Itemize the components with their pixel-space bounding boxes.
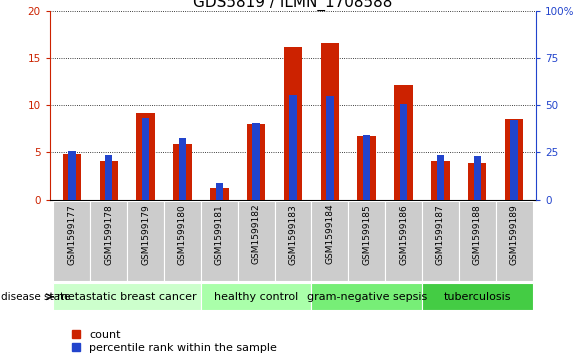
Bar bbox=[127, 201, 164, 281]
Bar bbox=[53, 283, 201, 310]
Bar bbox=[137, 113, 155, 200]
Text: GSM1599186: GSM1599186 bbox=[399, 204, 408, 265]
Bar bbox=[289, 95, 297, 200]
Text: GSM1599189: GSM1599189 bbox=[510, 204, 519, 265]
Bar bbox=[510, 121, 518, 200]
Bar bbox=[63, 154, 81, 200]
Bar bbox=[459, 201, 496, 281]
Bar bbox=[400, 104, 407, 200]
Bar bbox=[253, 123, 260, 200]
Text: disease state: disease state bbox=[1, 292, 70, 302]
Bar bbox=[90, 201, 127, 281]
Text: metastatic breast cancer: metastatic breast cancer bbox=[57, 292, 197, 302]
Bar bbox=[210, 188, 229, 200]
Bar bbox=[422, 201, 459, 281]
Bar bbox=[348, 201, 385, 281]
Bar bbox=[437, 155, 444, 200]
Bar bbox=[247, 124, 265, 200]
Text: GSM1599183: GSM1599183 bbox=[288, 204, 298, 265]
Bar bbox=[275, 201, 311, 281]
Bar bbox=[216, 183, 223, 200]
Text: tuberculosis: tuberculosis bbox=[444, 292, 511, 302]
Text: GSM1599187: GSM1599187 bbox=[436, 204, 445, 265]
Text: healthy control: healthy control bbox=[214, 292, 298, 302]
Text: GSM1599182: GSM1599182 bbox=[251, 204, 261, 265]
Bar bbox=[142, 118, 149, 200]
Bar bbox=[201, 283, 311, 310]
Bar bbox=[422, 283, 533, 310]
Text: GSM1599185: GSM1599185 bbox=[362, 204, 371, 265]
Text: GSM1599178: GSM1599178 bbox=[104, 204, 113, 265]
Bar bbox=[311, 283, 422, 310]
Bar bbox=[179, 138, 186, 200]
Bar bbox=[326, 96, 333, 200]
Bar bbox=[311, 201, 348, 281]
Bar bbox=[385, 201, 422, 281]
Bar bbox=[468, 163, 486, 200]
Text: GSM1599180: GSM1599180 bbox=[178, 204, 187, 265]
Bar bbox=[505, 119, 523, 200]
Text: gram-negative sepsis: gram-negative sepsis bbox=[306, 292, 427, 302]
Bar bbox=[238, 201, 275, 281]
Bar bbox=[431, 161, 449, 200]
Text: GSM1599179: GSM1599179 bbox=[141, 204, 150, 265]
Bar bbox=[100, 161, 118, 200]
Text: GSM1599184: GSM1599184 bbox=[325, 204, 335, 265]
Bar bbox=[201, 201, 238, 281]
Text: GSM1599177: GSM1599177 bbox=[67, 204, 76, 265]
Bar bbox=[363, 135, 370, 200]
Bar bbox=[394, 85, 413, 200]
Bar bbox=[53, 201, 90, 281]
Bar bbox=[496, 201, 533, 281]
Text: GSM1599181: GSM1599181 bbox=[215, 204, 224, 265]
Bar bbox=[68, 151, 76, 200]
Bar bbox=[321, 43, 339, 200]
Legend: count, percentile rank within the sample: count, percentile rank within the sample bbox=[67, 325, 282, 358]
Bar bbox=[357, 136, 376, 200]
Bar bbox=[164, 201, 201, 281]
Bar bbox=[284, 47, 302, 200]
Bar bbox=[473, 156, 481, 200]
Title: GDS5819 / ILMN_1708588: GDS5819 / ILMN_1708588 bbox=[193, 0, 393, 11]
Text: GSM1599188: GSM1599188 bbox=[473, 204, 482, 265]
Bar bbox=[173, 144, 192, 200]
Bar bbox=[105, 155, 113, 200]
